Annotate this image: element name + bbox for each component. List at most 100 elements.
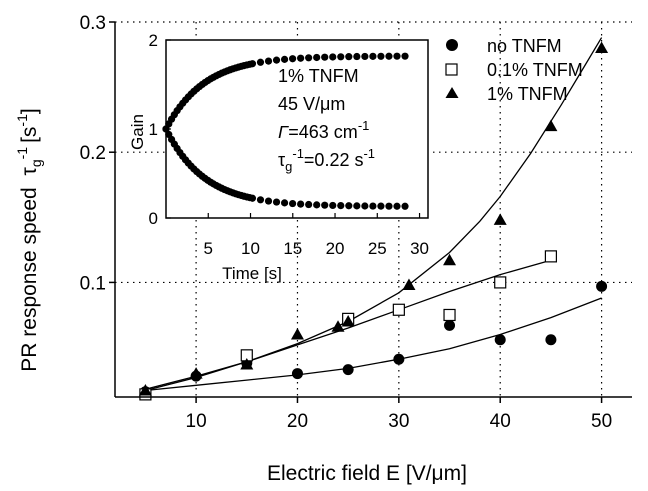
data-point-series-2-0 bbox=[138, 383, 152, 396]
inset-point-upper-35 bbox=[280, 55, 289, 63]
inset-point-lower-47 bbox=[377, 202, 385, 210]
inset-point-upper-42 bbox=[337, 53, 345, 61]
inset-point-lower-34 bbox=[272, 198, 281, 206]
inset-point-lower-40 bbox=[321, 201, 329, 209]
inset-point-upper-46 bbox=[369, 52, 377, 60]
inset-point-upper-44 bbox=[353, 52, 361, 61]
inset-point-lower-48 bbox=[385, 202, 393, 210]
inset-point-lower-44 bbox=[353, 202, 361, 210]
data-point-series-1-3 bbox=[392, 303, 405, 316]
y-axis-label-symbol: τ bbox=[18, 166, 41, 175]
inset-point-lower-36 bbox=[289, 199, 297, 208]
data-point-series-1-4 bbox=[443, 308, 456, 322]
inset-point-upper-38 bbox=[305, 54, 313, 62]
inset-point-upper-32 bbox=[256, 58, 265, 66]
inset-point-upper-36 bbox=[289, 55, 297, 63]
data-point-series-2-4 bbox=[331, 320, 345, 332]
inset-point-lower-49 bbox=[393, 202, 401, 210]
data-point-series-1-6 bbox=[544, 250, 558, 263]
data-point-series-0-4 bbox=[342, 364, 354, 376]
inset-point-upper-41 bbox=[329, 53, 337, 61]
legend-marker-no-tnfm bbox=[446, 39, 458, 51]
y-axis-unit-pre: [s bbox=[18, 127, 41, 143]
inset-point-upper-33 bbox=[264, 57, 273, 65]
y-axis-unit-post: ] bbox=[18, 108, 41, 114]
x-tick-label-30: 30 bbox=[388, 411, 409, 432]
inset-x-tick-label-10: 10 bbox=[241, 239, 260, 258]
inset-point-lower-35 bbox=[280, 199, 289, 207]
y-tick-label-0.1: 0.1 bbox=[80, 273, 106, 294]
inset-point-lower-42 bbox=[337, 202, 345, 210]
y-axis-label-sup: -1 bbox=[14, 147, 30, 160]
inset-y-tick-label-0: 0 bbox=[149, 209, 158, 228]
inset-point-lower-38 bbox=[305, 200, 313, 209]
inset-point-upper-50 bbox=[401, 52, 409, 60]
annotation-line-1: 1% TNFM bbox=[278, 66, 359, 86]
data-point-series-0-9 bbox=[596, 280, 608, 292]
inset-x-tick-label-15: 15 bbox=[283, 239, 302, 258]
main-axes: 10 20 30 40 500.10.20.3 bbox=[80, 13, 632, 432]
data-point-series-0-6 bbox=[444, 319, 456, 331]
main-data-points bbox=[138, 41, 609, 401]
data-point-series-2-10 bbox=[595, 41, 609, 54]
inset-point-lower-41 bbox=[329, 201, 337, 210]
inset-y-tick-label-2: 2 bbox=[149, 31, 158, 50]
data-point-series-0-8 bbox=[545, 334, 557, 346]
fit-curve-series-0 bbox=[145, 297, 602, 392]
data-point-series-2-8 bbox=[493, 213, 507, 225]
inset-point-upper-49 bbox=[393, 52, 401, 60]
legend-marker-01-tnfm bbox=[445, 63, 458, 76]
data-point-series-0-7 bbox=[494, 334, 506, 346]
legend-marker-1-tnfm bbox=[445, 87, 459, 98]
inset-point-upper-34 bbox=[272, 56, 281, 64]
data-point-series-2-9 bbox=[544, 119, 558, 132]
y-axis-label-sub: g bbox=[28, 159, 44, 167]
inset-point-lower-46 bbox=[369, 202, 377, 210]
data-point-series-2-1 bbox=[189, 367, 203, 379]
inset-data-points bbox=[162, 52, 409, 210]
inset-point-lower-45 bbox=[361, 202, 369, 210]
x-tick-label-10: 10 bbox=[186, 411, 207, 432]
inset-x-tick-label-25: 25 bbox=[368, 239, 387, 258]
inset-x-tick-label-30: 30 bbox=[410, 239, 429, 258]
fit-curve-series-1 bbox=[145, 259, 552, 390]
y-tick-label-0.3: 0.3 bbox=[80, 13, 106, 34]
inset-axes: 5 10 15 20 25 30 0 1 2 bbox=[149, 31, 429, 258]
legend-label-no-tnfm: no TNFM bbox=[487, 36, 562, 56]
x-axis-label: Electric field E [V/μm] bbox=[267, 462, 467, 485]
y-tick-label-0.2: 0.2 bbox=[80, 143, 106, 164]
data-point-series-2-5 bbox=[341, 314, 355, 327]
inset-x-tick-label-5: 5 bbox=[204, 239, 213, 258]
inset-point-upper-47 bbox=[377, 52, 385, 60]
legend: no TNFM 0.1% TNFM 1% TNFM bbox=[445, 36, 583, 104]
inset-point-lower-37 bbox=[297, 200, 305, 208]
inset-point-lower-31 bbox=[248, 194, 257, 202]
data-point-series-2-2 bbox=[240, 357, 254, 370]
inset-annotation: 1% TNFM 45 V/μm Γ=463 cm-1 τg-1=0.22 s-1 bbox=[278, 66, 375, 174]
legend-label-1-tnfm: 1% TNFM bbox=[487, 84, 568, 104]
annotation-line-2: 45 V/μm bbox=[278, 94, 345, 114]
inset-point-upper-31 bbox=[248, 60, 257, 68]
inset-point-upper-43 bbox=[345, 53, 353, 61]
annotation-line-3: Γ=463 cm-1 bbox=[278, 118, 369, 142]
x-tick-label-20: 20 bbox=[287, 411, 308, 432]
inset-point-upper-37 bbox=[297, 54, 305, 62]
inset-chart: 5 10 15 20 25 30 0 1 2 Gain Time [s] 1% TNFM 45 … bbox=[128, 31, 429, 283]
data-point-series-0-3 bbox=[291, 368, 303, 380]
x-tick-label-40: 40 bbox=[490, 411, 511, 432]
inset-x-axis-label: Time [s] bbox=[222, 264, 282, 283]
inset-x-tick-label-20: 20 bbox=[326, 239, 345, 258]
inset-point-lower-50 bbox=[401, 202, 409, 210]
inset-point-upper-39 bbox=[313, 53, 321, 62]
legend-label-01-tnfm: 0.1% TNFM bbox=[487, 60, 583, 80]
inset-y-tick-label-1: 1 bbox=[149, 120, 158, 139]
inset-point-upper-45 bbox=[361, 52, 369, 61]
inset-point-lower-33 bbox=[264, 197, 273, 205]
inset-point-lower-39 bbox=[313, 201, 321, 209]
inset-y-axis-label: Gain bbox=[128, 114, 147, 150]
annotation-line-4: τg-1=0.22 s-1 bbox=[278, 146, 375, 174]
inset-background bbox=[166, 40, 428, 218]
y-axis-unit-sup: -1 bbox=[14, 114, 30, 127]
inset-point-upper-48 bbox=[385, 52, 393, 60]
